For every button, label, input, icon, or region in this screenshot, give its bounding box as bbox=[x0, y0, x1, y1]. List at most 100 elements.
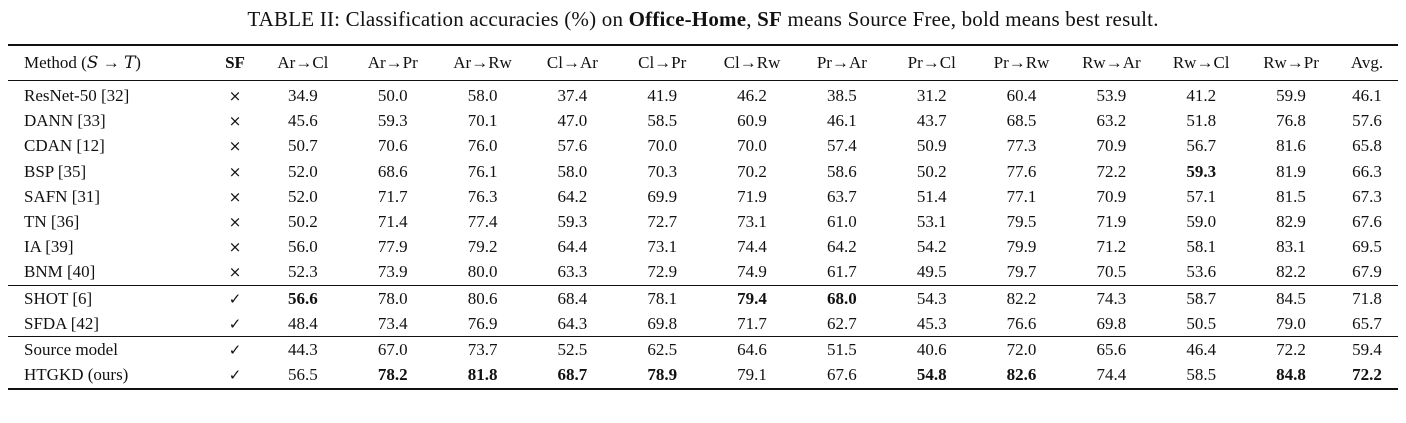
method-header-text: ) bbox=[135, 53, 141, 72]
accuracy-cell: 57.6 bbox=[1352, 111, 1382, 131]
accuracy-cell: 74.4 bbox=[1096, 365, 1127, 385]
not-source-free-cross-icon: × bbox=[228, 112, 242, 131]
accuracy-cell: 73.9 bbox=[377, 262, 408, 282]
accuracy-cell: 71.4 bbox=[377, 211, 408, 231]
accuracy-cell: 69.5 bbox=[1352, 237, 1382, 257]
accuracy-cell: 58.0 bbox=[467, 86, 498, 105]
accuracy-cell: 56.7 bbox=[1186, 136, 1217, 156]
accuracy-cell: 60.9 bbox=[737, 111, 767, 131]
accuracy-cell: 50.2 bbox=[916, 161, 947, 181]
caption-text: means Source Free, bold means best resul… bbox=[782, 7, 1159, 31]
accuracy-cell: 68.5 bbox=[1006, 111, 1037, 131]
accuracy-cell: 72.2 bbox=[1352, 365, 1382, 385]
accuracy-cell: 71.7 bbox=[377, 186, 408, 206]
method-cell: TN [36] bbox=[24, 211, 80, 231]
source-free-check-icon: ✓ bbox=[212, 336, 258, 363]
accuracy-cell: 34.9 bbox=[288, 86, 318, 105]
not-source-free-cross-icon: × bbox=[228, 162, 242, 181]
accuracy-cell: 31.2 bbox=[916, 86, 947, 105]
accuracy-cell: 79.5 bbox=[1006, 211, 1037, 231]
method-cell: Source model bbox=[8, 336, 212, 363]
accuracy-cell: 68.6 bbox=[377, 161, 408, 181]
accuracy-cell: 70.1 bbox=[467, 111, 498, 131]
method-column-header: Method (S → T) bbox=[8, 45, 212, 81]
accuracy-cell: 59.4 bbox=[1336, 336, 1398, 363]
method-cell: SHOT [6] bbox=[8, 284, 212, 312]
accuracy-cell: 77.1 bbox=[1006, 186, 1037, 206]
accuracy-cell: 80.0 bbox=[467, 262, 498, 282]
accuracy-cell: 73.4 bbox=[377, 313, 408, 333]
caption-text: , bbox=[746, 7, 758, 31]
accuracy-cell: 76.3 bbox=[467, 186, 498, 206]
accuracy-cell: 65.7 bbox=[1352, 313, 1382, 333]
source-free-check-icon: ✓ bbox=[228, 366, 242, 385]
accuracy-cell: 64.2 bbox=[827, 237, 857, 257]
accuracy-cell: 48.4 bbox=[288, 313, 318, 333]
not-source-free-cross-icon: × bbox=[228, 87, 242, 105]
source-domain-symbol: S bbox=[86, 53, 99, 73]
accuracy-cell: 70.5 bbox=[1096, 262, 1127, 282]
accuracy-cell: 80.6 bbox=[437, 284, 528, 312]
accuracy-cell: 51.8 bbox=[1186, 111, 1217, 131]
accuracy-cell: 78.2 bbox=[377, 365, 408, 385]
accuracy-cell: 77.4 bbox=[467, 211, 498, 231]
accuracy-cell: 72.7 bbox=[647, 211, 678, 231]
column-header-cl-rw: Cl→Rw bbox=[707, 45, 797, 81]
column-header-pr-cl: Pr→Cl bbox=[886, 45, 977, 81]
accuracy-cell: 56.0 bbox=[288, 237, 318, 257]
method-cell: SAFN [31] bbox=[24, 186, 101, 206]
accuracy-cell: 67.9 bbox=[1352, 262, 1382, 282]
accuracy-cell: 53.6 bbox=[1186, 262, 1217, 282]
accuracy-cell: 67.3 bbox=[1352, 186, 1382, 206]
accuracy-cell: 81.9 bbox=[1276, 161, 1306, 181]
not-source-free-cross-icon: × bbox=[228, 137, 242, 156]
accuracy-cell: 68.0 bbox=[796, 284, 887, 312]
accuracy-cell: 67.6 bbox=[827, 365, 857, 385]
accuracy-cell: 50.7 bbox=[288, 136, 318, 156]
column-header-rw-pr: Rw→Pr bbox=[1246, 45, 1336, 81]
accuracy-cell: 50.2 bbox=[288, 211, 318, 231]
accuracy-cell: 84.8 bbox=[1276, 365, 1306, 385]
accuracy-cell: 64.4 bbox=[557, 237, 588, 257]
accuracy-cell: 53.1 bbox=[916, 211, 947, 231]
accuracy-cell: 52.5 bbox=[527, 336, 618, 363]
accuracy-cell: 76.9 bbox=[467, 313, 498, 333]
caption-sf-abbrev: SF bbox=[757, 7, 783, 31]
accuracy-cell: 71.9 bbox=[1096, 211, 1127, 231]
caption-text: TABLE II: Classification accuracies (%) … bbox=[247, 7, 629, 31]
table-header: Method (S → T) SF Ar→Cl Ar→Pr Ar→Rw Cl→A… bbox=[8, 45, 1398, 81]
accuracy-cell: 77.9 bbox=[377, 237, 408, 257]
method-cell: CDAN [12] bbox=[24, 136, 105, 156]
accuracy-cell: 70.2 bbox=[737, 161, 767, 181]
accuracy-cell: 70.9 bbox=[1096, 186, 1127, 206]
accuracy-cell: 51.5 bbox=[796, 336, 887, 363]
accuracy-cell: 79.9 bbox=[1006, 237, 1037, 257]
table-row: SFDA [42] ✓ 48.4 73.4 76.9 64.3 69.8 71.7 62.7 45… bbox=[8, 311, 1398, 337]
accuracy-cell: 79.0 bbox=[1276, 313, 1306, 333]
accuracy-cell: 52.0 bbox=[288, 161, 318, 181]
column-header-pr-ar: Pr→Ar bbox=[796, 45, 887, 81]
accuracy-cell: 74.4 bbox=[737, 237, 767, 257]
accuracy-cell: 70.6 bbox=[377, 136, 408, 156]
accuracy-cell: 73.7 bbox=[437, 336, 528, 363]
accuracy-cell: 52.3 bbox=[288, 262, 318, 282]
accuracy-cell: 71.7 bbox=[737, 313, 767, 333]
accuracy-cell: 56.5 bbox=[288, 365, 318, 385]
accuracy-cell: 57.4 bbox=[827, 136, 857, 156]
not-source-free-cross-icon: × bbox=[228, 238, 242, 257]
arrow-symbol: → bbox=[102, 53, 120, 72]
table-row: BSP [35] × 52.0 68.6 76.1 58.0 70.3 70.2 58.6 50.… bbox=[8, 159, 1398, 184]
accuracy-cell: 58.7 bbox=[1156, 284, 1247, 312]
accuracy-cell: 71.2 bbox=[1096, 237, 1127, 257]
accuracy-cell: 76.6 bbox=[1006, 313, 1037, 333]
method-cell: ResNet-50 [32] bbox=[24, 86, 130, 105]
accuracy-cell: 45.3 bbox=[916, 313, 947, 333]
accuracy-cell: 70.3 bbox=[647, 161, 678, 181]
table-row: BNM [40] × 52.3 73.9 80.0 63.3 72.9 74.9 61.7 49.… bbox=[8, 260, 1398, 286]
accuracy-cell: 59.0 bbox=[1186, 211, 1217, 231]
accuracy-cell: 61.0 bbox=[827, 211, 857, 231]
accuracy-cell: 78.1 bbox=[617, 284, 708, 312]
table-row: DANN [33] × 45.6 59.3 70.1 47.0 58.5 60.9 46.1 43… bbox=[8, 109, 1398, 134]
table-caption: TABLE II: Classification accuracies (%) … bbox=[0, 0, 1406, 32]
